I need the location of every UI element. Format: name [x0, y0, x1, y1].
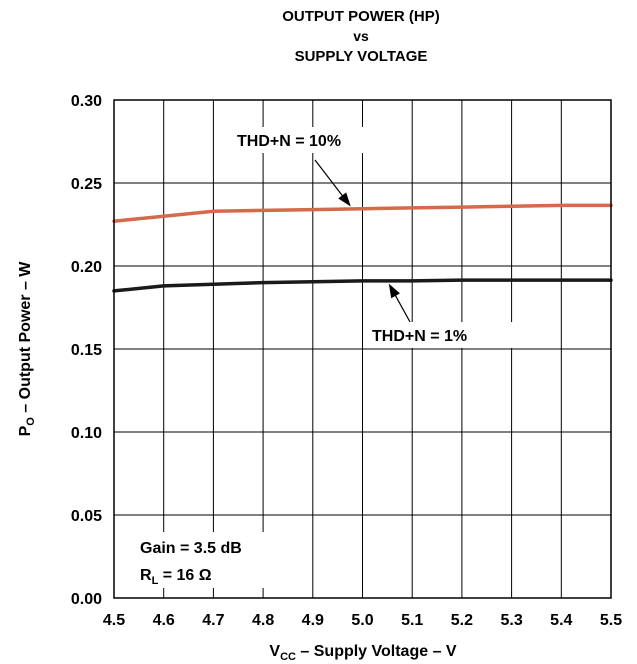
annotation-label: THD+N = 1%: [372, 328, 467, 345]
series-line-1: [112, 203, 613, 223]
load-resistance-note: RL = 16 Ω: [140, 567, 212, 587]
x-tick-label: 4.9: [302, 612, 324, 629]
chart-title: OUTPUT POWER (HP) vs SUPPLY VOLTAGE: [282, 8, 440, 65]
x-tick-labels: 4.5 4.6 4.7 4.8 4.9 5.0 5.1 5.2 5.3 5.4 5.5: [103, 612, 622, 629]
chart-title-line-3: SUPPLY VOLTAGE: [295, 48, 428, 65]
annotation-label-background: [233, 127, 398, 153]
x-tick-label: 4.8: [252, 612, 274, 629]
x-tick-label: 4.5: [103, 612, 125, 629]
y-axis-label: PO – Output Power – W: [17, 261, 37, 437]
series-layer: [112, 203, 613, 293]
chart-title-line-1: OUTPUT POWER (HP): [282, 8, 440, 25]
chart-title-line-2: vs: [353, 28, 369, 44]
annotation-label: THD+N = 10%: [237, 133, 341, 150]
y-tick-label: 0.30: [71, 93, 102, 110]
plot-frame: [113, 99, 612, 599]
annotation-2: THD+N = 1%: [368, 283, 523, 348]
series-line-2: [112, 278, 613, 293]
x-tick-label: 5.1: [401, 612, 423, 629]
y-tick-label: 0.20: [71, 259, 102, 276]
y-tick-label: 0.25: [71, 176, 102, 193]
x-tick-label: 5.4: [550, 612, 572, 629]
x-tick-label: 5.2: [451, 612, 473, 629]
notes-background: [136, 532, 286, 588]
annotation-arrow-head: [388, 283, 400, 299]
x-tick-label: 5.0: [351, 612, 373, 629]
x-tick-label: 4.6: [153, 612, 175, 629]
y-tick-label: 0.05: [71, 508, 102, 525]
x-tick-label: 5.5: [600, 612, 622, 629]
x-tick-label: 5.3: [500, 612, 522, 629]
y-tick-label: 0.10: [71, 425, 102, 442]
annotation-1: THD+N = 10%: [233, 127, 398, 207]
annotation-arrow-line: [314, 159, 346, 199]
plot-notes: Gain = 3.5 dB RL = 16 Ω: [136, 532, 286, 588]
y-tick-label: 0.15: [71, 342, 102, 359]
annotations: THD+N = 10% THD+N = 1%: [233, 127, 523, 348]
x-axis-label: VCC – Supply Voltage – V: [269, 643, 457, 663]
y-tick-labels: 0.00 0.05 0.10 0.15 0.20 0.25 0.30: [71, 93, 102, 608]
grid: [113, 99, 612, 599]
x-tick-label: 4.7: [202, 612, 224, 629]
annotation-label-background: [368, 322, 523, 348]
gain-note: Gain = 3.5 dB: [140, 540, 242, 557]
annotation-arrow-head: [338, 192, 351, 207]
y-tick-label: 0.00: [71, 591, 102, 608]
